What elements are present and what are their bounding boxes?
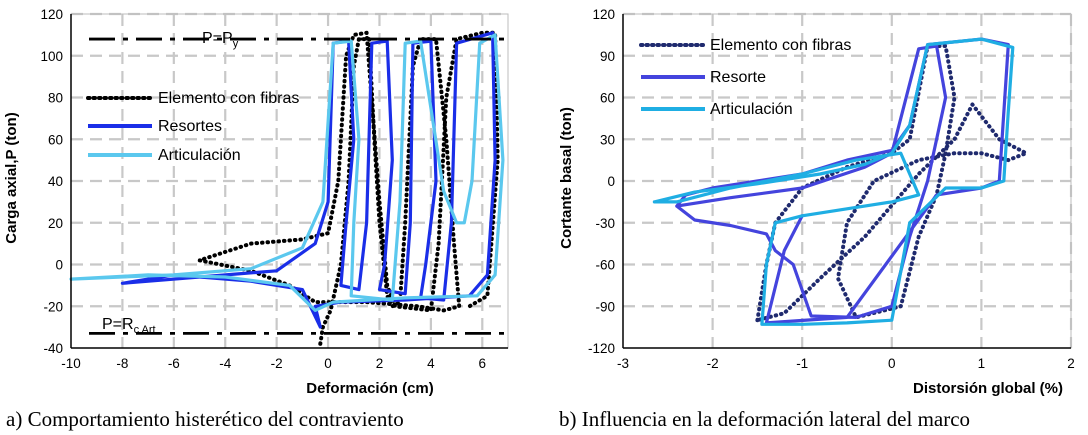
legend-a-label-articulacion: Articulación: [158, 147, 241, 164]
x-tick-label-b: -1: [796, 356, 808, 371]
legend-b-label-resorte: Resorte: [710, 69, 766, 86]
annotation-py: P=Py: [202, 30, 239, 50]
x-tick-label-a: -2: [271, 356, 283, 371]
y-tick-label-a: 100: [40, 49, 63, 64]
y-tick-label-a: -20: [43, 299, 63, 314]
x-tick-label-a: 6: [479, 356, 487, 371]
svg-text:P=Rc Art: P=Rc Art: [102, 316, 156, 336]
x-tick-label-a: -4: [219, 356, 231, 371]
y-tick-label-a: 0: [55, 258, 63, 273]
y-tick-label-b: 120: [592, 7, 615, 22]
x-tick-label-b: 2: [1067, 356, 1075, 371]
annotation-rc: P=Rc Art: [102, 316, 156, 336]
x-tick-label-a: -10: [61, 356, 81, 371]
y-tick-label-b: 60: [600, 91, 615, 106]
series-line-b-2: [652, 37, 1015, 326]
x-tick-label-b: -3: [617, 356, 629, 371]
panel-b: -120 -90 -60 -30 0 30 60 90 120 -3 -2 -1 0 1 2 Cortant…: [558, 7, 1075, 397]
y-tick-label-a: 80: [48, 91, 63, 106]
legend-a-label-resortes: Resortes: [158, 118, 222, 135]
annotation-py-text: P=P: [202, 30, 233, 47]
legend-b: Elemento con fibras Resorte Articulación: [639, 37, 851, 118]
legend-a: Elemento con fibras Resortes Articulació…: [86, 90, 299, 164]
x-tick-label-a: 0: [324, 356, 332, 371]
annotation-rc-sub: c Art: [134, 324, 156, 336]
legend-b-label-articulacion: Articulación: [710, 101, 793, 118]
caption-b: b) Influencia en la deformación lateral …: [559, 407, 970, 431]
y-tick-label-b: -60: [595, 258, 615, 273]
y-tick-label-b: 0: [607, 174, 615, 189]
x-tick-label-b: -2: [707, 356, 719, 371]
annotation-rc-text: P=R: [102, 316, 134, 333]
y-tick-label-a: 120: [40, 7, 63, 22]
svg-text:P=Py: P=Py: [202, 30, 239, 50]
y-tick-label-a: 40: [48, 174, 63, 189]
y-tick-label-b: 30: [600, 132, 615, 147]
x-axis-label-a: Deformación (cm): [306, 380, 434, 397]
y-tick-label-a: 20: [48, 216, 63, 231]
legend-a-label-fibras: Elemento con fibras: [158, 90, 299, 107]
x-tick-label-a: 4: [427, 356, 435, 371]
caption-a: a) Comportamiento histerético del contra…: [6, 407, 404, 431]
y-tick-label-b: 90: [600, 49, 615, 64]
x-tick-label-a: -8: [116, 356, 128, 371]
y-tick-label-b: -90: [595, 299, 615, 314]
series-line-a-2: [69, 33, 505, 312]
y-tick-label-a: 60: [48, 132, 63, 147]
x-axis-label-b: Distorsión global (%): [913, 380, 1063, 397]
y-axis-label-b: Cortante basal (ton): [558, 107, 575, 249]
x-tick-label-a: 2: [376, 356, 384, 371]
y-tick-label-b: -30: [595, 216, 615, 231]
x-tick-label-b: 0: [888, 356, 896, 371]
y-axis-label-a: Carga axial,P (ton): [3, 112, 20, 243]
y-tick-label-b: -120: [588, 341, 615, 356]
x-tick-label-a: -6: [168, 356, 180, 371]
annotation-py-sub: y: [233, 38, 239, 50]
y-tick-label-a: -40: [43, 341, 63, 356]
x-tick-label-b: 1: [978, 356, 986, 371]
legend-b-label-fibras: Elemento con fibras: [710, 37, 851, 54]
series-line-b-0: [755, 44, 1029, 323]
